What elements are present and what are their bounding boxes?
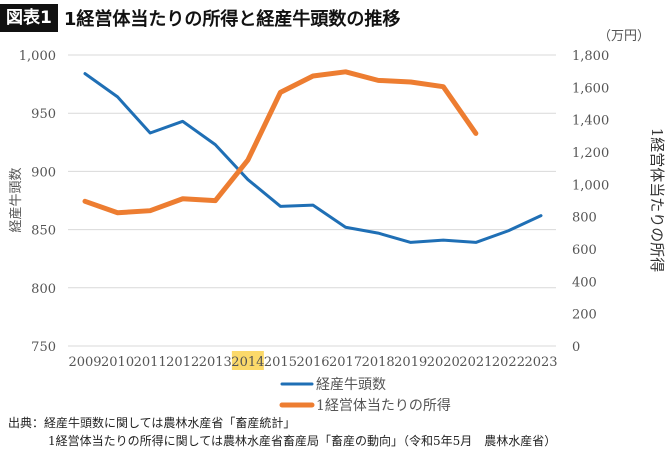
source-line-1: 出典：経産牛頭数に関しては農林水産省「畜産統計」	[8, 416, 296, 430]
right-axis-unit: （万円）	[598, 29, 650, 44]
right-tick-label: 1,800	[572, 49, 609, 64]
x-tick-label: 2012	[166, 355, 199, 370]
x-tick-label: 2011	[134, 355, 167, 370]
series-line-2	[82, 69, 479, 216]
x-tick-label: 2022	[492, 355, 525, 370]
header: 図表1 1経営体当たりの所得と経産牛頭数の推移	[0, 4, 400, 32]
x-tick-label: 2013	[199, 355, 232, 370]
x-tick-label: 2021	[459, 355, 492, 370]
legend-label-1: 経産牛頭数	[316, 377, 386, 393]
left-tick-label: 750	[31, 340, 56, 355]
legend-label-2: 1経営体当たりの所得	[316, 397, 451, 414]
x-tick-label: 2018	[362, 355, 395, 370]
series-line-1	[83, 72, 543, 244]
right-tick-label: 600	[572, 243, 597, 258]
right-tick-label: 1,600	[572, 81, 609, 96]
x-tick-label: 2014	[231, 355, 264, 370]
highlight-box	[231, 351, 264, 370]
right-tick-label: 1,200	[572, 146, 609, 161]
x-tick-label: 2023	[524, 355, 557, 370]
left-tick-label: 800	[31, 282, 56, 297]
x-tick-label: 2017	[329, 355, 362, 370]
left-tick-label: 850	[31, 224, 56, 239]
right-tick-label: 800	[572, 211, 597, 226]
left-tick-label: 950	[31, 107, 56, 122]
x-tick-label: 2019	[394, 355, 427, 370]
right-tick-label: 400	[572, 275, 597, 290]
left-axis-label: 経産牛頭数	[8, 167, 24, 232]
source-line-2: 1経営体当たりの所得に関しては農林水産省畜産局「畜産の動向」（令和5年5月 農林…	[48, 434, 557, 448]
x-tick-label: 2020	[427, 355, 460, 370]
x-tick-label: 2009	[68, 355, 101, 370]
chart-title: 1経営体当たりの所得と経産牛頭数の推移	[63, 9, 401, 30]
x-tick-label: 2010	[101, 355, 134, 370]
figure-badge: 図表1	[0, 4, 58, 32]
right-tick-label: 1,000	[572, 178, 609, 193]
left-tick-label: 900	[31, 165, 56, 180]
right-axis-label: 1経営体当たりの所得	[648, 128, 666, 273]
right-tick-label: 0	[572, 340, 580, 355]
left-tick-label: 1,000	[19, 49, 56, 64]
x-tick-label: 2015	[264, 355, 297, 370]
x-tick-label: 2016	[296, 355, 329, 370]
right-tick-label: 200	[572, 308, 597, 323]
right-tick-label: 1,400	[572, 114, 609, 129]
